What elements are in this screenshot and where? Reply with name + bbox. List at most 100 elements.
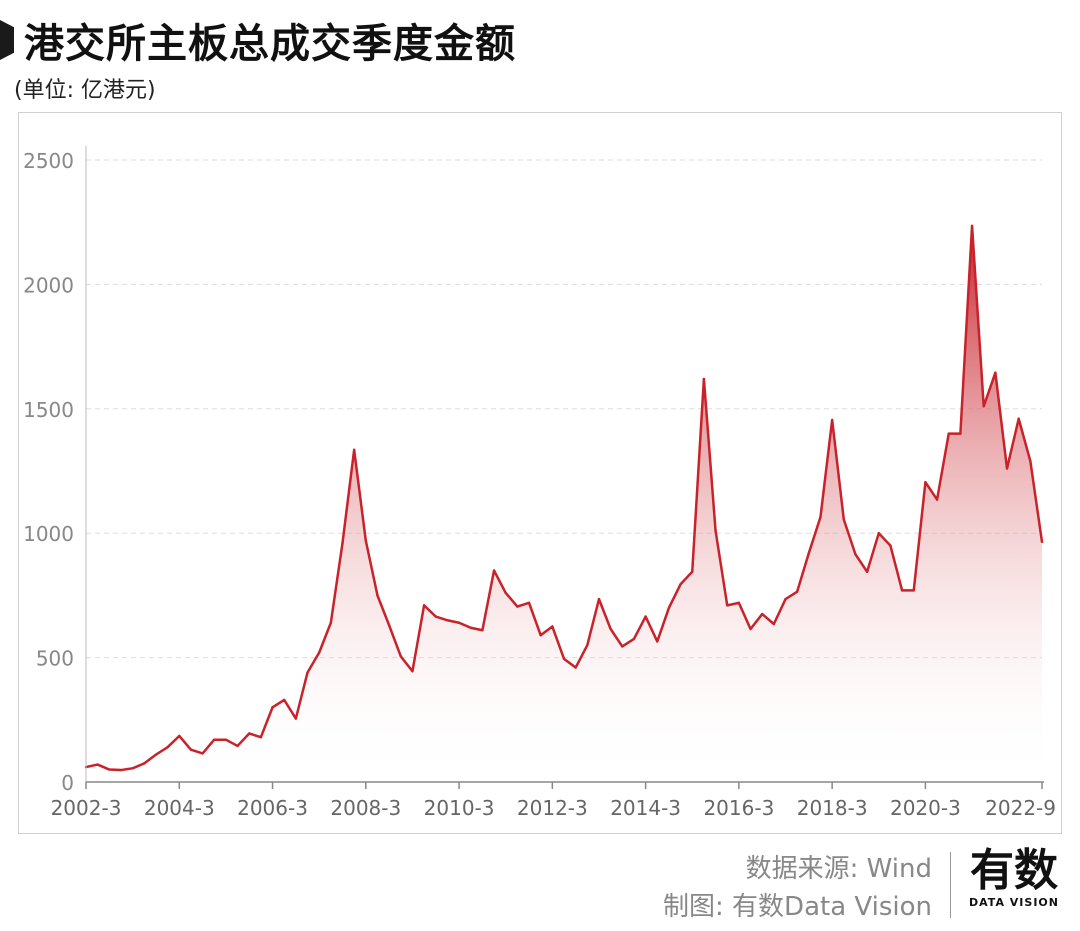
data-point [434, 615, 437, 618]
chart-frame [18, 112, 1062, 834]
data-point [329, 621, 333, 624]
data-point [119, 768, 123, 772]
data-point [737, 601, 741, 605]
data-point [294, 717, 298, 720]
area-layer [84, 224, 1044, 782]
data-point [1029, 459, 1032, 463]
data-point [352, 448, 356, 452]
data-point [562, 657, 566, 661]
y-tick-label: 2500 [23, 149, 74, 173]
data-point [283, 698, 286, 702]
y-tick-label: 1500 [23, 398, 74, 422]
data-point [970, 224, 974, 228]
data-point [702, 377, 706, 381]
data-point [982, 405, 985, 408]
data-point [714, 529, 717, 532]
data-point [667, 606, 671, 610]
data-point [597, 597, 601, 601]
data-point [516, 605, 519, 608]
x-tick-label: 2018-3 [797, 796, 868, 820]
data-point [143, 762, 146, 765]
data-point [772, 622, 776, 626]
data-point [609, 627, 612, 631]
data-point [795, 590, 799, 593]
data-point [726, 604, 729, 607]
data-point [236, 744, 239, 748]
data-point [994, 371, 997, 374]
data-point [854, 553, 857, 556]
data-point [761, 612, 764, 616]
data-point [656, 640, 659, 643]
data-point [1040, 540, 1044, 544]
data-point [1017, 417, 1020, 420]
data-point [259, 736, 263, 739]
data-point [621, 645, 624, 648]
data-point [492, 569, 496, 572]
x-tick-label: 2012-3 [517, 796, 588, 820]
unit-label: (单位: 亿港元) [14, 78, 156, 103]
x-tick-label: 2010-3 [424, 796, 495, 820]
data-point [877, 532, 880, 535]
data-point [912, 589, 915, 592]
data-point [527, 601, 531, 605]
data-point [446, 619, 449, 622]
data-point [679, 583, 682, 586]
data-point [201, 752, 204, 755]
data-point [574, 666, 577, 669]
data-point [248, 732, 251, 735]
x-tick-label: 2006-3 [237, 796, 308, 820]
data-point [387, 624, 391, 627]
data-point [924, 481, 927, 484]
data-point [644, 615, 647, 618]
data-point [784, 597, 787, 601]
data-point [842, 518, 845, 521]
data-point [1005, 467, 1009, 470]
brand-logo: 有数 DATA VISION [962, 845, 1066, 910]
data-point [96, 763, 99, 766]
data-point [166, 745, 169, 749]
data-point [865, 570, 869, 573]
data-point [830, 418, 834, 422]
data-point [411, 670, 414, 673]
data-point [457, 621, 461, 624]
axis-layer [85, 146, 1044, 789]
data-point [306, 671, 309, 674]
data-point [213, 738, 216, 741]
y-tick-label: 0 [61, 771, 74, 795]
data-point [504, 591, 507, 595]
label-layer: 0 500 1000 1500 2000 2500 2002-3 2004-3 2006-3 20… [23, 149, 1056, 820]
data-point [154, 753, 158, 756]
data-point [364, 539, 367, 542]
data-point [539, 634, 542, 637]
data-point [947, 432, 950, 435]
x-tick-label: 2016-3 [703, 796, 774, 820]
area-fill [86, 225, 1042, 782]
logo-sub-text: DATA VISION [969, 896, 1059, 909]
data-point [224, 738, 228, 741]
title-marker-icon [0, 20, 14, 60]
x-tick-label: 2008-3 [330, 796, 401, 820]
x-tick-label: 2020-3 [890, 796, 961, 820]
x-tick-label: 2004-3 [144, 796, 215, 820]
data-point [819, 515, 822, 519]
data-point [189, 748, 193, 751]
y-tick-label: 500 [36, 647, 74, 671]
y-tick-label: 1000 [23, 522, 74, 546]
data-point [341, 541, 344, 545]
data-point [317, 651, 321, 654]
x-tick-label: 2002-3 [51, 796, 122, 820]
data-point [481, 629, 484, 632]
title-bar: 港交所主板总成交季度金额 [0, 8, 516, 72]
data-point [271, 706, 274, 709]
data-point [108, 768, 111, 771]
data-point [131, 767, 134, 770]
x-tick-label: 2022-9 [985, 796, 1056, 820]
chart-title: 港交所主板总成交季度金额 [24, 21, 516, 67]
data-point [959, 432, 962, 435]
x-tick-label: 2014-3 [610, 796, 681, 820]
data-point [889, 544, 892, 547]
data-source: 数据来源: Wind [745, 854, 932, 884]
logo-main-text: 有数 [970, 845, 1058, 896]
chart-credit: 制图: 有数Data Vision [663, 892, 932, 922]
